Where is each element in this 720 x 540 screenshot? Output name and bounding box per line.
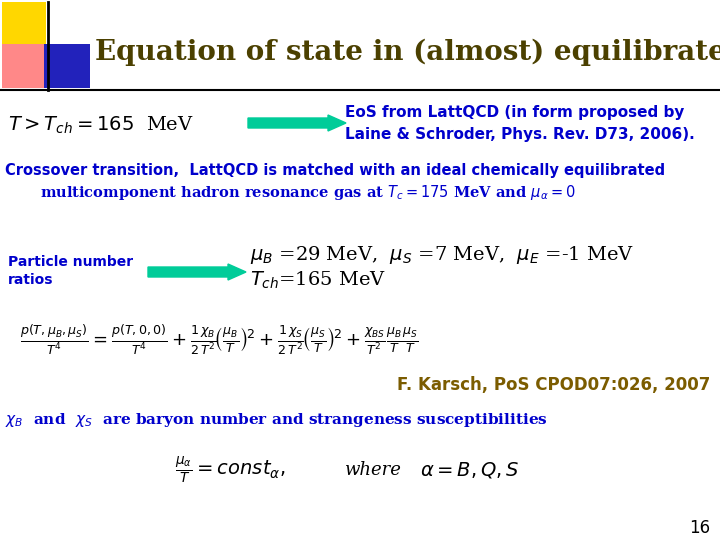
Text: where: where: [345, 461, 402, 479]
Text: Equation of state in (almost) equilibrated zone: Equation of state in (almost) equilibrat…: [95, 38, 720, 66]
Text: $\chi_B$  and  $\chi_S$  are baryon number and strangeness susceptibilities: $\chi_B$ and $\chi_S$ are baryon number …: [5, 411, 548, 429]
FancyArrow shape: [248, 115, 346, 131]
Text: 16: 16: [689, 519, 710, 537]
Text: Crossover transition,  LattQCD is matched with an ideal chemically equilibrated: Crossover transition, LattQCD is matched…: [5, 163, 665, 178]
Text: Particle number: Particle number: [8, 255, 133, 269]
Text: EoS from LattQCD (in form proposed by: EoS from LattQCD (in form proposed by: [345, 105, 685, 120]
Text: $T_{ch}$=165 MeV: $T_{ch}$=165 MeV: [250, 269, 386, 291]
Text: multicomponent hadron resonance gas at $T_c = 175$ MeV and $\mu_\alpha = 0$: multicomponent hadron resonance gas at $…: [40, 183, 575, 201]
Bar: [2, 44, 46, 88]
Text: $\alpha = B, Q, S$: $\alpha = B, Q, S$: [420, 460, 519, 480]
Bar: [44, 44, 90, 88]
Text: ratios: ratios: [8, 273, 53, 287]
Text: $\frac{p(T,\mu_B,\mu_S)}{T^4} = \frac{p(T,0,0)}{T^4} + \frac{1\,\chi_B}{2\,T^2}\: $\frac{p(T,\mu_B,\mu_S)}{T^4} = \frac{p(…: [20, 323, 418, 357]
Text: $T > T_{ch} = 165$  MeV: $T > T_{ch} = 165$ MeV: [8, 114, 194, 136]
Text: $\frac{\mu_\alpha}{T} = const_\alpha,$: $\frac{\mu_\alpha}{T} = const_\alpha,$: [175, 455, 286, 485]
Bar: [2, 2, 46, 46]
Text: Laine & Schroder, Phys. Rev. D73, 2006).: Laine & Schroder, Phys. Rev. D73, 2006).: [345, 127, 695, 143]
Text: F. Karsch, PoS CPOD07:026, 2007: F. Karsch, PoS CPOD07:026, 2007: [397, 376, 710, 394]
FancyArrow shape: [148, 264, 246, 280]
Text: $\mu_B$ =29 MeV,  $\mu_S$ =7 MeV,  $\mu_E$ =-1 MeV: $\mu_B$ =29 MeV, $\mu_S$ =7 MeV, $\mu_E$…: [250, 244, 634, 266]
